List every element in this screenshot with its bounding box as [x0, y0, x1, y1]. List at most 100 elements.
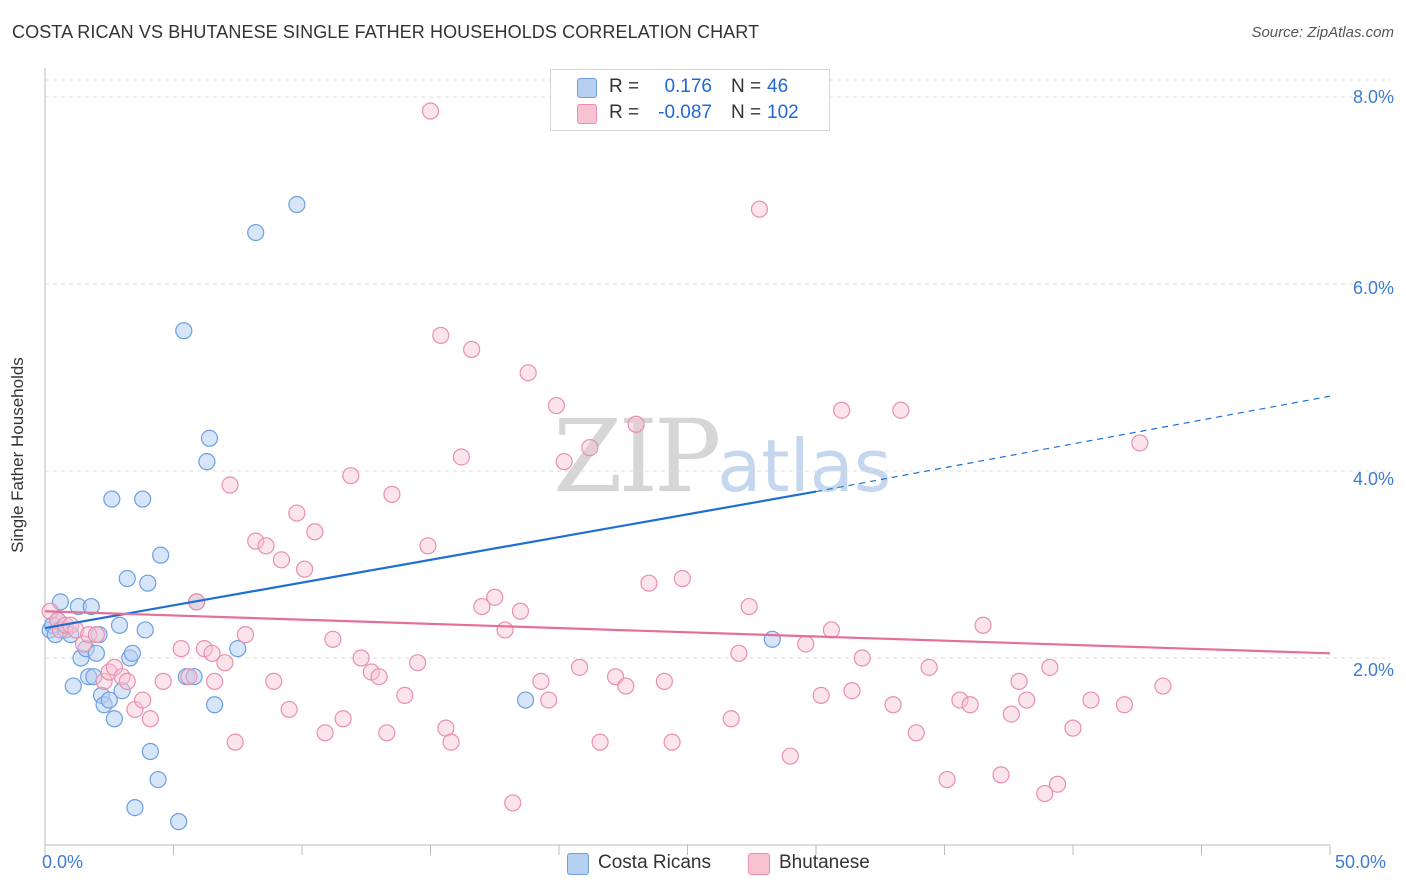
- bhutanese-point: [113, 668, 131, 686]
- bhutanese-point: [486, 588, 504, 606]
- bhutanese-point: [511, 602, 530, 620]
- bhutanese-point: [280, 700, 298, 719]
- bhutanese-point: [1131, 434, 1149, 452]
- bhutanese-point: [591, 733, 609, 751]
- costa-rican-point: [87, 644, 106, 662]
- bhutanese-point: [532, 672, 550, 690]
- costa-rican-point: [206, 696, 224, 714]
- stats-legend: R = 0.176 N = 46 R = -0.087 N = 102: [550, 69, 830, 131]
- bhutanese-point: [236, 626, 255, 644]
- costa-rican-point: [110, 616, 129, 634]
- bhutanese-point: [288, 504, 306, 522]
- costa-rican-point: [185, 668, 203, 686]
- source-label: Source: ZipAtlas.com: [1251, 24, 1394, 41]
- bhutanese-point: [154, 672, 172, 690]
- y-tick-label: 8.0%: [1352, 87, 1394, 107]
- bhutanese-point: [1036, 784, 1054, 803]
- bhutanese-point: [306, 523, 324, 541]
- costa-rican-point: [763, 630, 781, 648]
- bhutanese-point: [206, 672, 224, 690]
- bhutanese-point: [740, 597, 758, 616]
- bhutanese-point: [1002, 705, 1020, 723]
- bhutanese-point: [141, 710, 159, 728]
- bhutanese-point: [419, 537, 437, 555]
- bhutanese-point: [570, 658, 589, 676]
- bhutanese-point: [396, 686, 414, 705]
- r-value: 0.176: [664, 76, 712, 97]
- bhutanese-point: [265, 672, 283, 690]
- bhutanese-point: [473, 597, 491, 616]
- bhutanese-point: [134, 691, 152, 709]
- bhutanese-point: [1082, 691, 1100, 709]
- costa-rican-point: [247, 223, 265, 242]
- bhutanese-point: [750, 200, 769, 218]
- bhutanese-point: [421, 102, 440, 120]
- bhutanese-point: [172, 640, 190, 658]
- bhutanese-point: [833, 401, 851, 419]
- watermark-zip: ZIP: [553, 398, 721, 515]
- costa-rican-point: [105, 710, 123, 728]
- x-min-label: 0.0%: [42, 852, 84, 872]
- legend-row-bhutanese: R = -0.087 N = 102: [551, 100, 829, 126]
- bhutanese-point: [226, 733, 244, 751]
- costa-rican-point: [516, 691, 535, 709]
- costa-rican-point: [288, 195, 306, 214]
- bhutanese-point: [1048, 775, 1067, 793]
- bhutanese-point: [655, 672, 673, 690]
- costa-rican-point: [200, 429, 219, 447]
- bhutanese-point: [1154, 677, 1172, 695]
- costa-rican-point: [85, 668, 103, 686]
- costa-rican-point: [123, 644, 141, 662]
- costa-rican-point: [152, 546, 170, 564]
- costa-rican-point: [170, 813, 188, 831]
- bhutanese-point: [640, 574, 658, 592]
- costa-rican-point: [64, 677, 82, 695]
- bhutanese-point: [938, 770, 956, 789]
- y-tick-label: 6.0%: [1352, 278, 1394, 298]
- bhutanese-point: [781, 747, 799, 765]
- bhutanese-point: [1115, 696, 1134, 714]
- costa-rican-point: [141, 742, 159, 761]
- bhutanese-point: [324, 630, 342, 648]
- bhutanese-point: [87, 626, 106, 644]
- bhutanese-point: [843, 682, 861, 700]
- costa-rican-point: [113, 682, 131, 700]
- bhutanese-point: [892, 401, 910, 419]
- bhutanese-point: [961, 696, 979, 714]
- bhutanese-point: [812, 686, 830, 705]
- n-value: 102: [767, 102, 799, 123]
- x-max-label: 50.0%: [1335, 852, 1387, 872]
- bhutanese-point: [74, 635, 93, 653]
- bhutanese-point: [352, 649, 370, 667]
- bhutanese-point: [383, 485, 401, 503]
- n-label: N =: [731, 102, 762, 123]
- legend-row-costa-ricans: R = 0.176 N = 46: [551, 74, 829, 100]
- bhutanese-point: [663, 733, 681, 751]
- bhutanese-point: [1018, 691, 1036, 709]
- costa-rican-point: [198, 453, 216, 471]
- bhutanese-point: [822, 621, 841, 639]
- costa-rican-point: [136, 621, 154, 639]
- costa-rican-point: [149, 770, 167, 789]
- legend-label: Costa Ricans: [598, 852, 711, 873]
- bhutanese-point: [257, 537, 275, 555]
- bhutanese-trendline: [44, 610, 1331, 655]
- costa-rican-point: [126, 798, 144, 817]
- costa-rican-point: [100, 691, 118, 709]
- bhutanese-point: [797, 635, 815, 653]
- bhutanese-point: [1041, 658, 1059, 676]
- n-value: 46: [767, 76, 789, 97]
- r-label: R =: [609, 76, 640, 97]
- bhutanese-point: [907, 724, 925, 742]
- bhutanese-point: [992, 766, 1010, 784]
- y-tick-label: 2.0%: [1352, 660, 1394, 680]
- bhutanese-point: [409, 654, 427, 672]
- bhutanese-point: [370, 668, 388, 686]
- bhutanese-point: [272, 551, 291, 569]
- bhutanese-point: [519, 364, 537, 382]
- bhutanese-point: [974, 616, 992, 634]
- costa-rican-point: [139, 574, 157, 592]
- costa-rican-point: [82, 597, 100, 616]
- bhutanese-point: [95, 672, 113, 690]
